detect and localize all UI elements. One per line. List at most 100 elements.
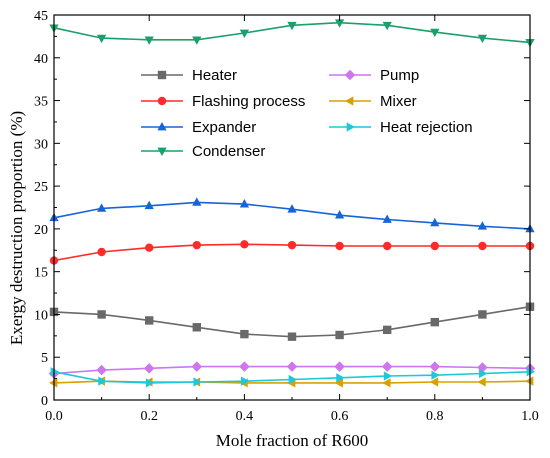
x-tick-label: 0.0 [45, 409, 63, 424]
data-point-flashing-process [240, 240, 249, 249]
data-point-condenser [430, 28, 440, 38]
data-point-heater [287, 332, 297, 341]
legend-item-heater: Heater [141, 67, 237, 84]
series-flashing-process [49, 240, 535, 265]
data-point-flashing-process [383, 241, 392, 251]
legend-label: Expander [192, 119, 256, 136]
data-point-pump [429, 361, 441, 372]
data-point-heater [335, 330, 344, 340]
series-condenser [49, 19, 535, 48]
data-point-heater [240, 329, 249, 339]
legend: Heater Flashing process Expander Condenser P… [141, 67, 473, 160]
data-point-heat-rejection [50, 367, 60, 377]
legend-label: Pump [380, 67, 419, 84]
data-point-heat-rejection [526, 367, 536, 377]
data-point-heater [192, 323, 201, 332]
data-point-heat-rejection [336, 373, 345, 383]
legend-label: Heater [192, 67, 237, 84]
y-tick-label: 5 [41, 351, 48, 366]
legend-item-mixer: Mixer [329, 93, 417, 110]
series-layer [48, 19, 536, 388]
data-point-heat-rejection [479, 368, 488, 379]
legend-item-heat-rejection: Heat rejection [329, 119, 473, 136]
data-point-expander [287, 204, 297, 213]
data-point-flashing-process [430, 241, 439, 251]
data-point-condenser [382, 21, 392, 31]
data-point-condenser [96, 34, 107, 44]
data-point-heater [383, 325, 392, 335]
data-point-expander [192, 197, 202, 206]
data-point-heat-rejection [288, 374, 298, 385]
data-point-heater [145, 316, 154, 325]
data-point-condenser [477, 34, 488, 44]
legend-marker [344, 69, 356, 81]
data-point-heat-rejection [431, 370, 440, 380]
data-point-flashing-process [145, 243, 154, 252]
data-point-flashing-process [97, 247, 106, 257]
legend-item-pump: Pump [329, 67, 419, 84]
y-tick-label: 30 [34, 137, 48, 152]
legend-marker [157, 121, 167, 131]
legend-item-flashing-process: Flashing process [141, 93, 305, 110]
data-point-mixer [477, 377, 486, 387]
legend-marker [157, 147, 167, 157]
data-point-condenser [334, 19, 345, 28]
data-point-mixer [334, 378, 343, 388]
data-point-flashing-process [287, 240, 297, 250]
legend-marker [157, 96, 167, 106]
y-tick-label: 10 [34, 308, 48, 323]
data-point-pump [286, 361, 298, 372]
data-point-heat-rejection [145, 378, 155, 388]
data-point-expander [430, 217, 440, 227]
y-axis-title: Exergy destruction proportion (%) [7, 111, 26, 345]
data-point-heater [430, 317, 439, 327]
legend-label: Mixer [380, 93, 417, 110]
data-point-mixer [48, 378, 58, 388]
x-tick-label: 0.4 [236, 409, 254, 424]
y-tick-label: 15 [34, 266, 48, 281]
data-point-pump [239, 361, 250, 372]
data-point-expander [239, 199, 250, 208]
data-point-heat-rejection [98, 376, 107, 386]
data-point-pump [143, 363, 155, 374]
data-point-mixer [524, 376, 534, 386]
y-tick-label: 40 [34, 52, 48, 67]
data-point-mixer [382, 378, 391, 388]
x-tick-label: 1.0 [521, 409, 539, 424]
x-axis-title: Mole fraction of R600 [216, 431, 369, 450]
y-tick-label: 0 [41, 394, 48, 409]
series-heat-rejection [50, 367, 536, 388]
data-point-heat-rejection [241, 376, 250, 386]
x-tick-label: 0.2 [140, 409, 158, 424]
legend-marker [157, 70, 167, 80]
data-point-pump [96, 364, 107, 376]
legend-label: Flashing process [192, 93, 305, 110]
data-point-heat-rejection [193, 377, 202, 387]
series-expander [49, 197, 535, 233]
data-point-condenser [239, 29, 250, 39]
data-point-flashing-process [478, 241, 487, 251]
series-pump [48, 361, 536, 379]
data-point-mixer [429, 377, 439, 387]
data-point-pump [191, 361, 203, 372]
data-point-expander [334, 210, 345, 219]
x-tick-label: 0.6 [331, 409, 349, 424]
series-line-heater [53, 305, 531, 338]
data-point-expander [96, 203, 107, 212]
data-point-condenser [144, 36, 154, 45]
data-point-expander [144, 200, 154, 210]
data-point-flashing-process [192, 240, 201, 250]
data-point-condenser [192, 36, 202, 45]
y-tick-label: 35 [34, 95, 48, 110]
data-point-pump [381, 361, 393, 372]
legend-label: Condenser [192, 143, 265, 160]
series-heater [49, 302, 535, 341]
legend-item-expander: Expander [141, 119, 256, 136]
axes-frame: 0.0 0.2 0.4 0.6 0.8 1.0 0 5 10 15 20 25 30 35 40 45 [34, 9, 539, 424]
legend-marker [346, 122, 356, 132]
y-tick-label: 25 [34, 180, 48, 195]
data-point-heater [478, 310, 487, 319]
data-point-expander [477, 221, 488, 230]
data-point-flashing-process [335, 241, 344, 251]
data-point-condenser [287, 21, 297, 31]
